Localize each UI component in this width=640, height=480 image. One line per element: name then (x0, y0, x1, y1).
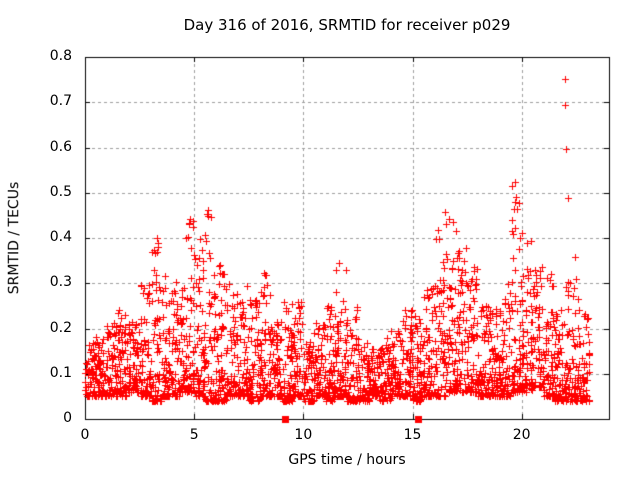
y-tick-label: 0.1 (49, 364, 72, 381)
chart-title: Day 316 of 2016, SRMTID for receiver p02… (183, 16, 511, 34)
y-tick-label: 0 (63, 410, 72, 426)
y-tick-label: 0.7 (49, 93, 72, 110)
x-tick-label: 15 (403, 427, 422, 443)
y-tick-label: 0.2 (49, 319, 72, 336)
y-tick-label: 0.3 (49, 274, 72, 291)
y-tick-label: 0.4 (49, 229, 72, 245)
x-axis-title: GPS time / hours (288, 452, 406, 468)
x-tick-label: 0 (80, 427, 90, 443)
y-tick-label: 0.5 (49, 183, 72, 200)
x-tick-label: 20 (512, 427, 531, 443)
y-tick-label: 0.6 (49, 138, 72, 155)
y-tick-label: 0.8 (49, 48, 72, 64)
x-tick-label: 10 (294, 427, 313, 443)
x-tick-label: 5 (189, 427, 199, 443)
